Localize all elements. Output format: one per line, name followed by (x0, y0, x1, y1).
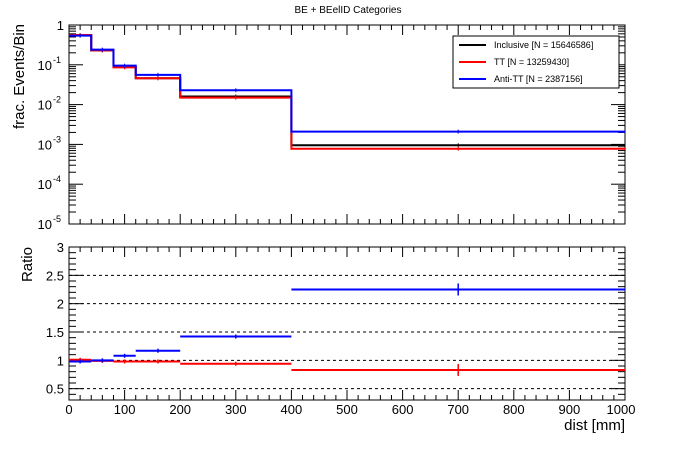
legend-label-anti-tt: Anti-TT [N = 2387156] (494, 74, 583, 84)
x-tick-label: 0 (65, 402, 72, 417)
legend-label-tt: TT [N = 13259430] (494, 57, 569, 67)
top-y-tick-exponent: -2 (53, 95, 61, 105)
top-y-tick-label: 10 (38, 177, 52, 192)
top-panel: 10 -510 -410 -310 -210 -11 (38, 18, 626, 232)
ratio-y-tick-label: 2.5 (46, 268, 64, 283)
top-y-tick-exponent: -1 (53, 55, 61, 65)
legend-label-inclusive: Inclusive [N = 15646586] (494, 40, 593, 50)
top-y-tick-exponent: -5 (53, 214, 61, 224)
ratio-y-tick-label: 1.5 (46, 325, 64, 340)
bottom-y-axis-label: Ratio (19, 247, 36, 282)
ratio-y-tick-label: 0.5 (46, 382, 64, 397)
x-tick-label: 300 (225, 402, 247, 417)
x-tick-label: 400 (281, 402, 303, 417)
ratio-y-tick-label: 3 (57, 240, 64, 255)
top-y-tick-label: 10 (38, 58, 52, 73)
top-y-tick-label: 10 (38, 98, 52, 113)
ratio-y-tick-label: 2 (57, 297, 64, 312)
ratio-y-tick-label: 1 (57, 353, 64, 368)
legend: Inclusive [N = 15646586] TT [N = 1325943… (452, 35, 620, 89)
x-axis-label: dist [mm] (564, 417, 625, 434)
top-y-tick-exponent: -3 (53, 134, 61, 144)
x-tick-label: 600 (392, 402, 414, 417)
top-y-tick-exponent: -4 (53, 174, 61, 184)
x-tick-label: 200 (169, 402, 191, 417)
top-y-tick-label: 10 (38, 137, 52, 152)
x-tick-label: 800 (503, 402, 525, 417)
x-tick-label: 900 (559, 402, 581, 417)
x-tick-label: 1000 (607, 402, 636, 417)
ratio-plot-frame (68, 246, 626, 401)
series-line-anti-tt (69, 34, 625, 133)
x-tick-label: 100 (114, 402, 136, 417)
x-tick-label: 700 (447, 402, 469, 417)
top-y-tick-label: 10 (38, 217, 52, 232)
top-y-axis-label: frac. Events/Bin (11, 24, 28, 129)
chart-title: BE + BEelID Categories (295, 5, 402, 16)
top-y-tick-label: 1 (57, 18, 64, 33)
x-tick-label: 500 (336, 402, 358, 417)
ratio-panel: 0 100 200 300 400 500 600 700 800 900 1000 0.5 1 1.5 2… (46, 240, 636, 417)
